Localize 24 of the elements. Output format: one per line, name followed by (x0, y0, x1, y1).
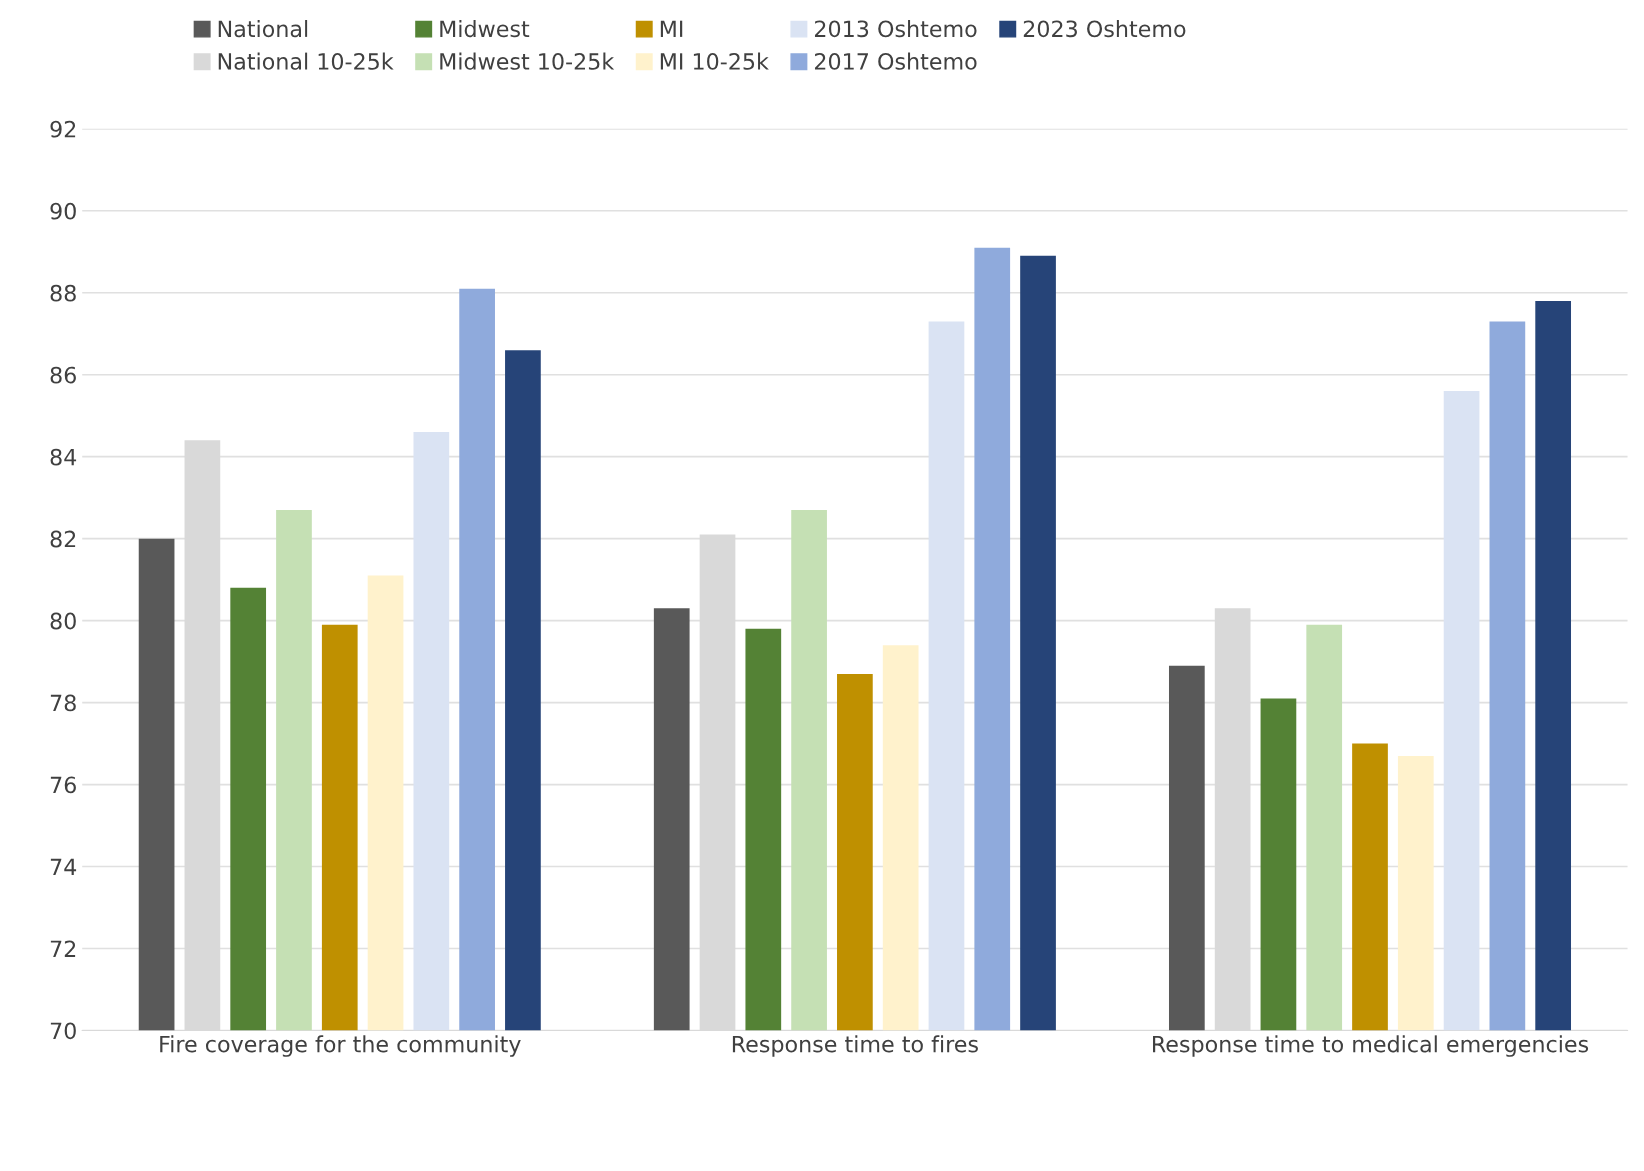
legend-label: Midwest 10-25k (440, 52, 615, 70)
y-tick-label: 82 (50, 530, 76, 548)
legend-label: MI (660, 20, 683, 37)
y-tick-label: 88 (50, 284, 76, 302)
legend-label: National 10-25k (218, 52, 394, 70)
y-tick-label: 72 (50, 940, 76, 957)
y-tick-label: 90 (50, 202, 76, 220)
legend-label: 2023 Oshtemo (1023, 20, 1186, 38)
y-tick-label: 86 (50, 366, 76, 384)
y-tick-label: 78 (50, 694, 76, 712)
y-tick-label: 80 (50, 612, 76, 630)
y-tick-label: 74 (50, 858, 77, 875)
y-tick-label: 70 (50, 1022, 76, 1040)
x-tick-label: Fire coverage for the community (160, 1035, 521, 1057)
legend-label: Midwest (440, 20, 530, 38)
x-tick-label: Response time to fires (732, 1035, 978, 1057)
y-tick-label: 84 (50, 448, 77, 466)
legend-label: 2017 Oshtemo (814, 52, 977, 70)
legend-label: National (218, 20, 308, 38)
y-tick-label: 92 (50, 120, 76, 138)
legend-label: 2013 Oshtemo (814, 20, 977, 38)
legend-label: MI 10-25k (660, 52, 769, 70)
x-tick-label: Response time to medical emergencies (1153, 1035, 1589, 1057)
y-tick-label: 76 (50, 776, 76, 794)
